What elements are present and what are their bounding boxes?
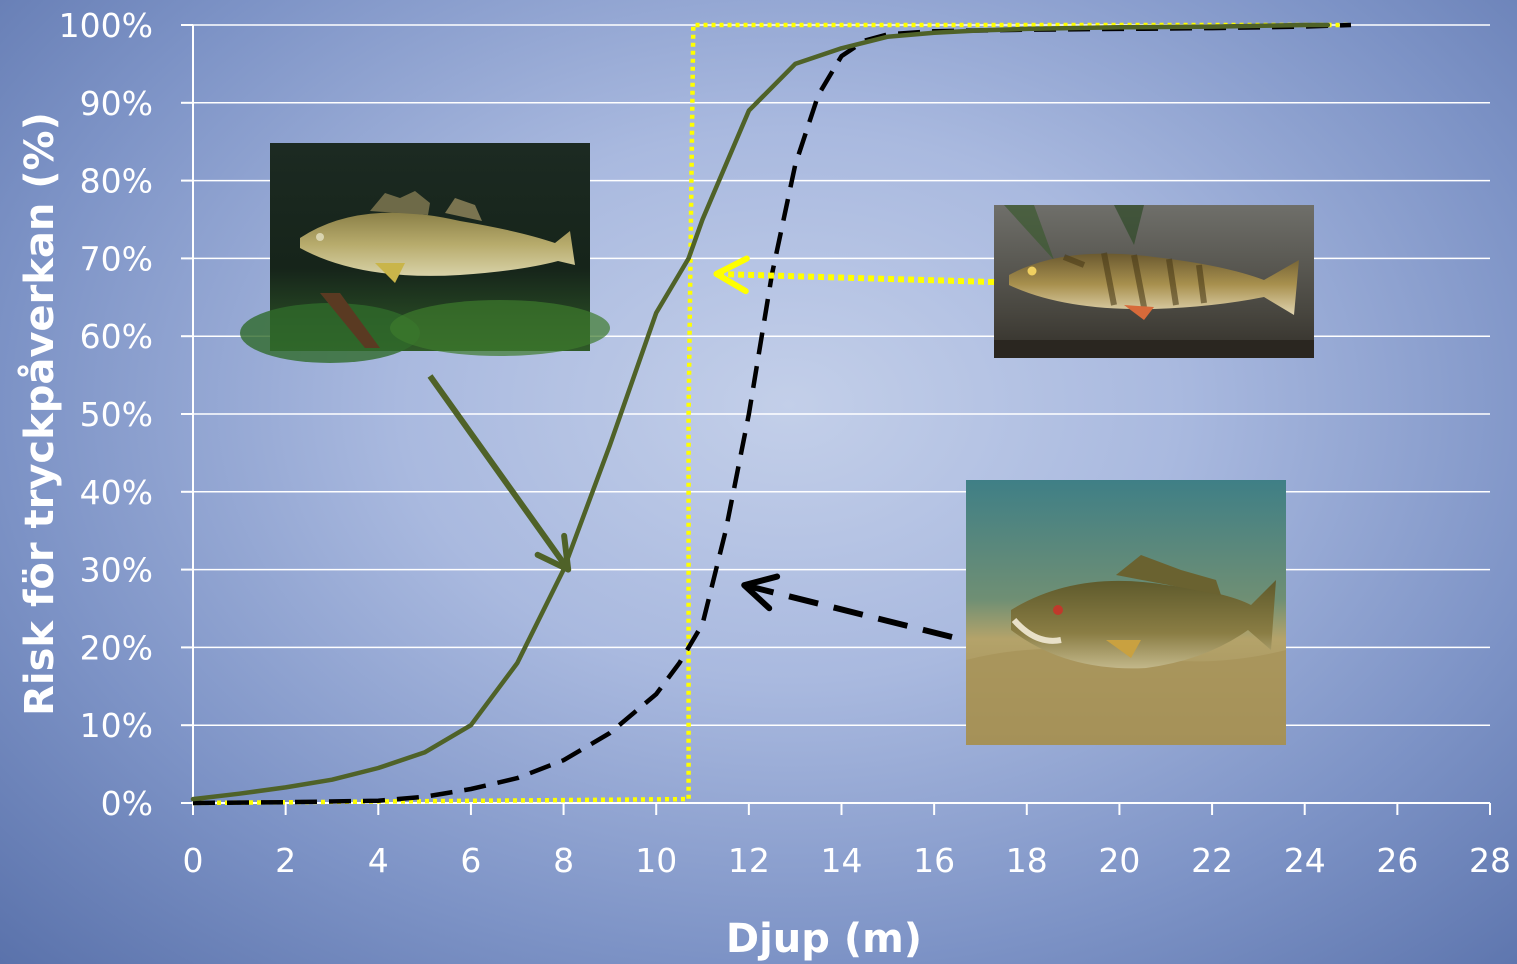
x-tick-label-8: 8: [553, 841, 574, 880]
x-tick-label-10: 10: [635, 841, 677, 880]
x-tick-label-14: 14: [821, 841, 863, 880]
x-tick-label-16: 16: [913, 841, 955, 880]
series-dotted-line: [192, 22, 1351, 806]
grid-lines: [193, 24, 1490, 726]
x-tick-label-24: 24: [1284, 841, 1326, 880]
x-tick-labels: 0 2 4 6 8 10 12 14 16 18 20 22 24 26 28: [183, 841, 1512, 880]
smallmouth-bass-photo: [966, 480, 1286, 745]
series-layer: [190, 22, 1352, 806]
arrow-dotted: [713, 255, 995, 295]
x-tick-label-4: 4: [368, 841, 389, 880]
arrow-shaft-dashed: [743, 582, 953, 640]
y-tick-label-10pct: 10%: [80, 706, 153, 745]
arrow-shaft-solid: [427, 374, 571, 572]
y-tick-label-80pct: 80%: [80, 162, 153, 201]
series-dashed-line: [192, 22, 1352, 806]
x-tick-label-0: 0: [183, 841, 204, 880]
arrow-head-dashed: [741, 573, 781, 612]
y-tick-label-50pct: 50%: [80, 395, 153, 434]
x-tick-label-12: 12: [728, 841, 770, 880]
y-tick-label-90pct: 90%: [80, 84, 153, 123]
y-tick-label-60pct: 60%: [80, 317, 153, 356]
x-tick-label-26: 26: [1376, 841, 1418, 880]
arrow-shaft-dotted: [716, 270, 995, 285]
arrow-solid: [427, 374, 572, 573]
arrow-dashed: [741, 573, 953, 640]
y-tick-label-0pct: 0%: [101, 784, 153, 823]
x-tick-label-20: 20: [1098, 841, 1140, 880]
x-tick-label-6: 6: [460, 841, 481, 880]
y-tick-label-70pct: 70%: [80, 239, 153, 278]
y-tick-label-100pct: 100%: [59, 6, 153, 45]
y-tick-label-20pct: 20%: [80, 628, 153, 667]
x-tick-label-2: 2: [275, 841, 296, 880]
x-axis-title: Djup (m): [726, 916, 922, 962]
perch-photo: [994, 205, 1314, 358]
y-tick-label-40pct: 40%: [80, 473, 153, 512]
y-tick-label-30pct: 30%: [80, 551, 153, 590]
y-tick-labels: 0% 10% 20% 30% 40% 50% 60% 70% 80% 90% 100%: [59, 6, 153, 823]
x-tick-label-28: 28: [1469, 841, 1511, 880]
y-axis-title: Risk för tryckpåverkan (%): [16, 112, 63, 716]
x-tick-label-22: 22: [1191, 841, 1233, 880]
arrow-head-solid: [534, 532, 572, 573]
x-tick-label-18: 18: [1006, 841, 1048, 880]
arrow-head-dotted: [713, 255, 750, 295]
annotation-arrows: [427, 255, 995, 640]
pike-perch-photo: [240, 143, 610, 363]
series-solid-line: [190, 22, 1331, 802]
